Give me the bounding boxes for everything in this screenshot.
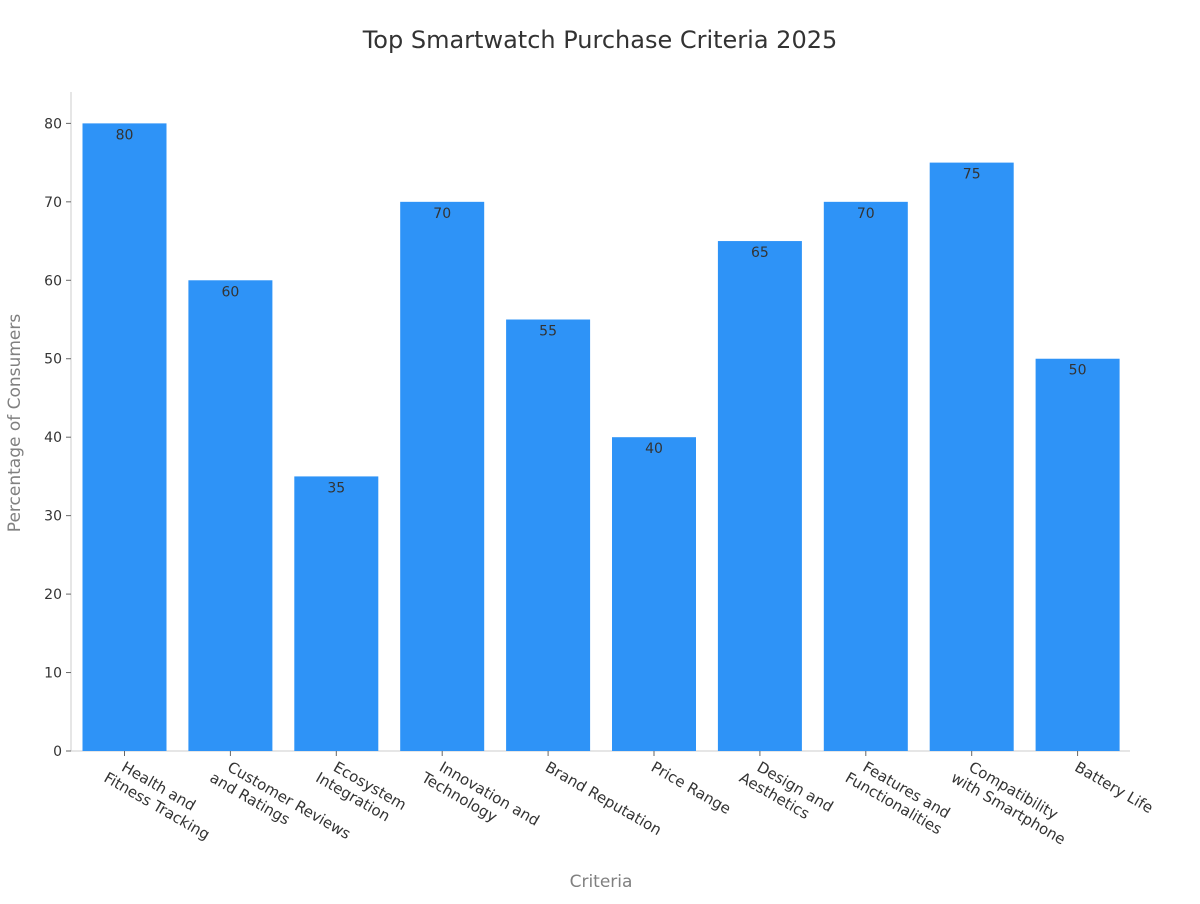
y-tick-label: 0 xyxy=(53,744,62,760)
y-axis-label: Percentage of Consumers xyxy=(5,314,25,533)
y-tick-label: 40 xyxy=(44,430,62,446)
y-tick-label: 20 xyxy=(44,587,62,603)
bar-value-label: 55 xyxy=(539,324,557,340)
x-tick-label: Health andFitness Tracking xyxy=(101,753,222,844)
bar xyxy=(1035,358,1120,751)
bar-value-label: 70 xyxy=(433,206,451,222)
bar xyxy=(506,319,591,751)
bar-value-label: 80 xyxy=(116,127,134,143)
x-tick-label: Battery Life xyxy=(1072,758,1157,817)
y-tick-label: 70 xyxy=(44,195,62,211)
x-axis-label: Criteria xyxy=(570,872,633,892)
x-tick-label-line: Brand Reputation xyxy=(542,758,665,839)
bar-value-label: 65 xyxy=(751,245,769,261)
bar xyxy=(400,201,485,752)
x-tick-label: Innovation andTechnology xyxy=(418,752,543,845)
plot-area: 0 10 20 30 40 50 60 70 80 80 Health andFitness Tra… xyxy=(44,92,1157,859)
x-tick-label-line: Price Range xyxy=(648,758,734,818)
x-tick-label: Compatibilitywith Smartphone xyxy=(948,753,1078,849)
bar xyxy=(82,123,167,751)
bar-value-label: 40 xyxy=(645,441,663,457)
bar-value-label: 35 xyxy=(327,480,345,496)
bar xyxy=(929,162,1014,751)
bar-value-label: 70 xyxy=(857,206,875,222)
x-tick-label: Price Range xyxy=(648,758,734,818)
x-tick-label-line: Battery Life xyxy=(1072,758,1157,817)
bar xyxy=(612,437,696,751)
bar xyxy=(294,476,379,751)
x-tick-label: Features andFunctionalities xyxy=(842,753,954,838)
x-tick-label: Design andAesthetics xyxy=(736,753,836,832)
y-tick-label: 60 xyxy=(44,273,62,289)
y-tick-label: 80 xyxy=(44,116,62,132)
y-tick-label: 30 xyxy=(44,509,62,525)
bar xyxy=(188,280,273,751)
x-tick-label: Customer Reviewsand Ratings xyxy=(207,753,354,859)
y-tick-label: 10 xyxy=(44,666,62,682)
bar-value-label: 60 xyxy=(221,284,239,300)
bar xyxy=(823,201,908,752)
bar xyxy=(717,241,802,752)
bar-value-label: 75 xyxy=(963,167,981,183)
bar-value-label: 50 xyxy=(1069,363,1087,379)
x-tick-label: Brand Reputation xyxy=(542,758,665,839)
chart-title: Top Smartwatch Purchase Criteria 2025 xyxy=(362,26,838,54)
y-tick-label: 50 xyxy=(44,352,62,368)
